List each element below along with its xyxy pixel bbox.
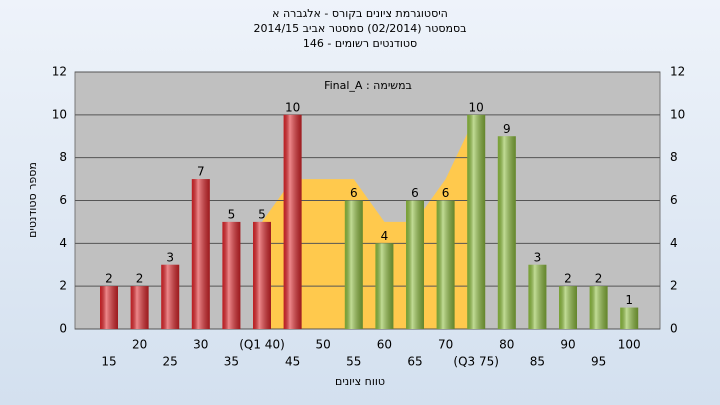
bar-shine — [467, 114, 486, 329]
annotation: במשימה : Final_A — [324, 79, 412, 92]
y2-tick-label: 8 — [670, 150, 678, 164]
x-tick-label: 100 — [618, 338, 641, 352]
data-label: 3 — [534, 250, 542, 264]
x-tick-label: 15 — [101, 355, 116, 369]
data-label: 2 — [595, 272, 603, 286]
data-label: 5 — [258, 207, 266, 221]
y2-tick-label: 12 — [670, 65, 685, 79]
x-tick-label: 90 — [560, 338, 575, 352]
bar-shine — [100, 286, 118, 329]
y-axis-label: מספר סטודנטים — [26, 162, 39, 238]
y2-tick-label: 6 — [670, 193, 678, 207]
x-tick-label: 50 — [316, 338, 331, 352]
x-tick-label: 55 — [346, 355, 361, 369]
bar-shine — [436, 200, 455, 329]
y-tick-label: 12 — [52, 65, 67, 79]
x-tick-label: 80 — [499, 338, 514, 352]
x-tick-label: 45 — [285, 355, 300, 369]
bar-shine — [497, 136, 516, 329]
data-label: 7 — [197, 165, 205, 179]
y-tick-label: 10 — [52, 107, 67, 121]
bar-shine — [253, 221, 271, 329]
y2-tick-label: 0 — [670, 322, 678, 336]
data-label: 2 — [105, 272, 113, 286]
bar-shine — [406, 200, 424, 329]
x-tick-label: 35 — [224, 355, 239, 369]
data-label: 10 — [285, 100, 300, 114]
data-label: 6 — [350, 186, 358, 200]
bar-shine — [191, 179, 210, 329]
bar-shine — [559, 286, 577, 329]
x-tick-label: 20 — [132, 338, 147, 352]
y-tick-label: 6 — [59, 193, 67, 207]
x-tick-label: 60 — [377, 338, 392, 352]
data-label: 6 — [442, 186, 450, 200]
x-tick-label: 65 — [407, 355, 422, 369]
y-tick-label: 0 — [59, 322, 67, 336]
x-tick-label: (Q3 75) — [453, 355, 499, 369]
data-label: 6 — [411, 186, 419, 200]
x-tick-label: 85 — [530, 355, 545, 369]
data-label: 10 — [469, 100, 484, 114]
data-label: 3 — [166, 250, 174, 264]
data-label: 5 — [228, 207, 236, 221]
chart-subtitle: סטודנטים רשומים - 146 — [303, 37, 417, 50]
bar-shine — [375, 243, 394, 329]
data-label: 1 — [625, 293, 633, 307]
y2-tick-label: 4 — [670, 236, 678, 250]
data-label: 2 — [136, 272, 144, 286]
x-tick-label: 30 — [193, 338, 208, 352]
y2-tick-label: 2 — [670, 279, 678, 293]
data-label: 2 — [564, 272, 572, 286]
y-tick-label: 4 — [59, 236, 67, 250]
bar-shine — [528, 264, 547, 329]
x-tick-label: 70 — [438, 338, 453, 352]
x-tick-label: (Q1 40) — [239, 338, 285, 352]
x-tick-label: 95 — [591, 355, 606, 369]
y2-tick-label: 10 — [670, 107, 685, 121]
bar-shine — [589, 286, 608, 329]
bar-shine — [283, 114, 302, 329]
data-label: 4 — [381, 229, 389, 243]
y-tick-label: 8 — [59, 150, 67, 164]
bar-shine — [161, 264, 180, 329]
y-tick-label: 2 — [59, 279, 67, 293]
bar-shine — [130, 286, 149, 329]
x-axis-label: טווח ציונים — [335, 375, 385, 388]
bar-shine — [222, 221, 241, 329]
bar-shine — [620, 307, 639, 329]
x-tick-label: 25 — [163, 355, 178, 369]
bar-shine — [344, 200, 363, 329]
chart-subtitle: בסמסטר (02/2014) סמסטר אביב 2014/15 — [253, 22, 466, 35]
chart-title: היסטוגרמת ציונים בקורס - אלגברה א — [272, 7, 448, 20]
data-label: 9 — [503, 122, 511, 136]
